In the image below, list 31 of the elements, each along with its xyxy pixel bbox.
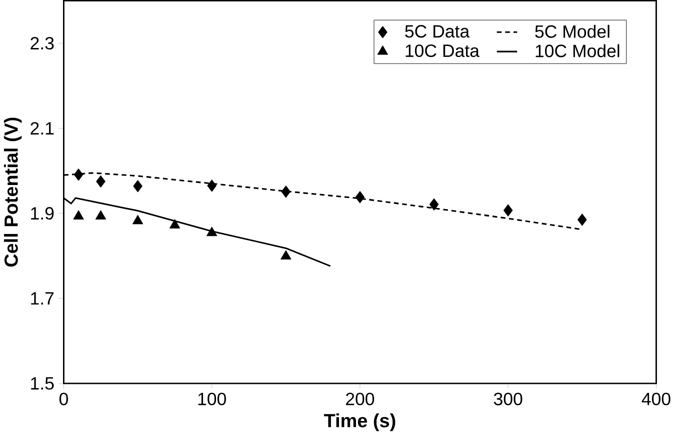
legend-label: 10C Model xyxy=(536,44,620,58)
x-axis-title: Time (s) xyxy=(324,413,396,432)
point xyxy=(73,210,84,220)
point xyxy=(503,204,513,217)
point xyxy=(577,214,587,226)
y-axis-title: Cell Potential (V) xyxy=(4,118,22,267)
point xyxy=(133,180,142,192)
point xyxy=(207,180,217,192)
point xyxy=(206,226,218,236)
point xyxy=(281,185,291,198)
y-tick-label: 2.3 xyxy=(30,36,54,50)
y-tick-label: 2.1 xyxy=(30,122,54,134)
point xyxy=(429,198,439,211)
x-tick-label: 200 xyxy=(346,392,374,406)
y-tick-label: 1.9 xyxy=(31,207,54,220)
point xyxy=(355,191,365,204)
legend-label: 5C Model xyxy=(535,24,610,38)
legend-label: 5C Data xyxy=(405,25,470,38)
legend-label: 10C Data xyxy=(406,44,480,58)
point xyxy=(95,210,106,220)
point xyxy=(280,250,292,260)
x-tick-label: 0 xyxy=(59,392,68,406)
point xyxy=(169,219,180,228)
point xyxy=(96,175,106,188)
point xyxy=(132,214,144,224)
y-tick-label: 1.5 xyxy=(31,377,54,390)
x-tick-label: 400 xyxy=(642,392,670,406)
x-tick-label: 300 xyxy=(494,392,522,406)
y-tick-label: 1.7 xyxy=(31,292,54,305)
x-tick-label: 100 xyxy=(198,392,226,406)
point xyxy=(74,168,84,181)
